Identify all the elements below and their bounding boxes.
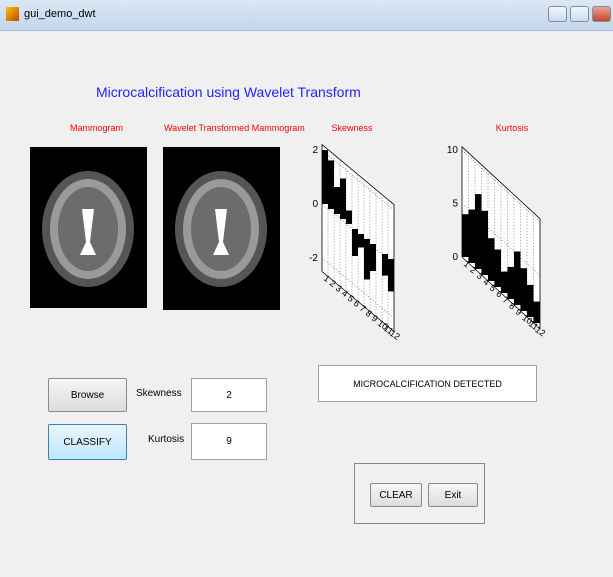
y-tick-label: 2: [312, 145, 318, 156]
app-icon: [6, 7, 19, 21]
result-field: MICROCALCIFICATION DETECTED: [318, 365, 537, 402]
window-title: gui_demo_dwt: [24, 8, 96, 20]
bar: [462, 214, 469, 257]
x-tick-label: 12: [388, 328, 402, 342]
app-title: Microcalcification using Wavelet Transfo…: [96, 84, 361, 100]
x-tick-label: 1: [462, 258, 472, 269]
bar: [533, 301, 540, 323]
bar: [527, 284, 534, 317]
browse-button[interactable]: Browse: [48, 378, 127, 412]
x-tick-label: 6: [494, 288, 504, 299]
maximize-button[interactable]: [570, 6, 589, 22]
x-tick-label: 6: [352, 298, 362, 309]
chart-title: Kurtosis: [496, 123, 529, 133]
image-content: [175, 171, 267, 287]
bar: [488, 238, 495, 281]
bar: [388, 259, 394, 292]
y-tick-label: 0: [452, 252, 458, 263]
bar: [364, 239, 370, 280]
exit-button[interactable]: Exit: [428, 483, 478, 507]
button-panel: [354, 463, 485, 524]
image-content: [42, 171, 134, 287]
bar: [352, 229, 358, 256]
x-tick-label: 7: [501, 294, 511, 305]
bar: [346, 210, 352, 224]
image-label: Wavelet Transformed Mammogram: [164, 123, 305, 133]
x-tick-label: 9: [514, 306, 524, 317]
x-tick-label: 1: [322, 273, 332, 284]
x-tick-label: 5: [346, 293, 356, 304]
bar: [340, 178, 346, 219]
bar: [358, 234, 364, 248]
x-tick-label: 2: [328, 278, 338, 289]
grid-line: [321, 257, 395, 319]
chart-title: Skewness: [331, 123, 373, 133]
x-tick-label: 3: [475, 270, 485, 281]
bar: [370, 244, 376, 271]
classify-button[interactable]: CLASSIFY: [48, 424, 127, 460]
bar: [322, 150, 328, 204]
transformed-image: [163, 147, 280, 310]
kurtosis-field[interactable]: 9: [191, 423, 267, 460]
y-tick-label: 0: [312, 199, 318, 210]
field-label: Kurtosis: [148, 434, 185, 445]
x-tick-label: 4: [340, 288, 350, 299]
y-tick-label: 10: [447, 145, 459, 156]
x-tick-label: 4: [481, 276, 491, 287]
bar: [468, 209, 475, 263]
bar: [328, 160, 334, 209]
bar: [520, 268, 527, 311]
y-tick-label: -2: [309, 253, 318, 264]
x-tick-label: 7: [358, 303, 368, 314]
x-tick-label: 9: [370, 313, 380, 324]
clear-button[interactable]: CLEAR: [370, 483, 422, 507]
field-label: Skewness: [136, 388, 182, 399]
bar: [507, 266, 514, 299]
bar: [514, 251, 521, 305]
x-tick-label: 3: [334, 283, 344, 294]
x-tick-label: 5: [488, 282, 498, 293]
minimize-button[interactable]: [548, 6, 567, 22]
skewness-field[interactable]: 2: [191, 378, 267, 412]
mammogram-image: [30, 147, 147, 308]
image-label: Mammogram: [70, 123, 124, 133]
bar: [494, 249, 501, 287]
y-tick-label: 5: [452, 199, 458, 210]
bar: [481, 210, 488, 275]
bar: [475, 194, 482, 269]
title-bar: gui_demo_dwt: [0, 0, 613, 31]
x-tick-label: 8: [507, 300, 517, 311]
bar: [382, 254, 388, 276]
x-tick-label: 10: [376, 318, 390, 332]
x-tick-label: 2: [468, 264, 478, 275]
grid-line: [321, 149, 395, 211]
bar: [501, 271, 508, 293]
x-tick-label: 12: [533, 324, 547, 338]
bar: [334, 187, 340, 214]
x-tick-label: 8: [364, 308, 374, 319]
close-button[interactable]: [592, 6, 611, 22]
